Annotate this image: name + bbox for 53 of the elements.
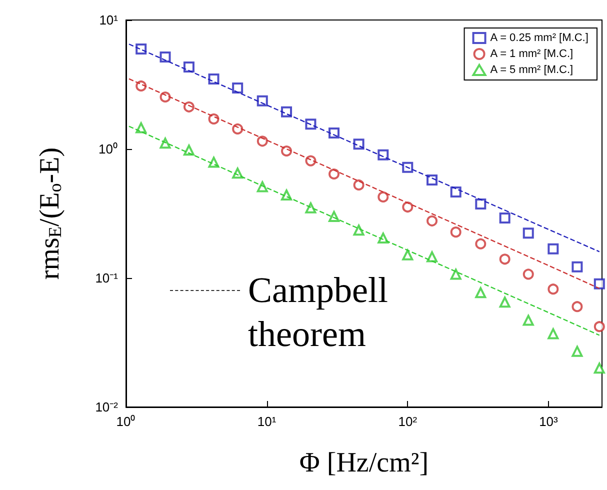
point (475, 238, 486, 250)
point (256, 95, 268, 106)
point (328, 128, 340, 139)
x-axis-title: Φ [Hz/cm²] (299, 448, 429, 478)
y-tick-label: 10⁻² (95, 400, 119, 414)
point (475, 198, 486, 210)
point (548, 328, 559, 340)
y-tick-label: 10⁰ (98, 142, 118, 156)
point (305, 202, 316, 214)
y-axis-title: rmsE/(Eo-E) (34, 147, 66, 280)
point (183, 101, 194, 112)
point (426, 251, 438, 262)
legend-label: A = 0.25 mm² [M.C.] (490, 32, 588, 44)
y-tick-label: 10⁻¹ (95, 270, 119, 286)
point (353, 224, 364, 236)
x-tick-label: 10⁰ (116, 414, 136, 429)
point (256, 136, 268, 147)
point (572, 301, 583, 312)
point (548, 243, 559, 254)
point (499, 212, 510, 224)
point (522, 268, 534, 280)
point (522, 314, 534, 326)
x-tick-label: 10³ (539, 414, 559, 429)
point (402, 249, 414, 260)
point (160, 51, 171, 62)
point (522, 228, 534, 239)
annotation: Campbell theorem (248, 269, 389, 356)
point (353, 179, 364, 190)
point (499, 254, 510, 265)
point (548, 284, 559, 295)
point (572, 261, 583, 272)
point (499, 296, 510, 308)
point (426, 215, 438, 226)
point (450, 186, 462, 198)
point (475, 287, 486, 298)
point (305, 118, 316, 130)
point (232, 82, 244, 94)
x-tick-label: 10² (398, 414, 418, 429)
point (378, 191, 389, 202)
point (402, 202, 414, 213)
point (136, 122, 147, 134)
legend-label: A = 1 mm² [M.C.] (490, 48, 574, 60)
x-tick-label: 10¹ (257, 414, 277, 429)
point (183, 62, 194, 73)
point (402, 162, 414, 173)
point (450, 226, 462, 238)
point (450, 268, 462, 280)
point (328, 168, 340, 180)
point (160, 138, 171, 149)
point (572, 346, 583, 357)
point (208, 73, 220, 84)
legend-label: A = 5 mm² [M.C.] (490, 64, 574, 76)
y-tick-label: 10¹ (99, 12, 119, 28)
